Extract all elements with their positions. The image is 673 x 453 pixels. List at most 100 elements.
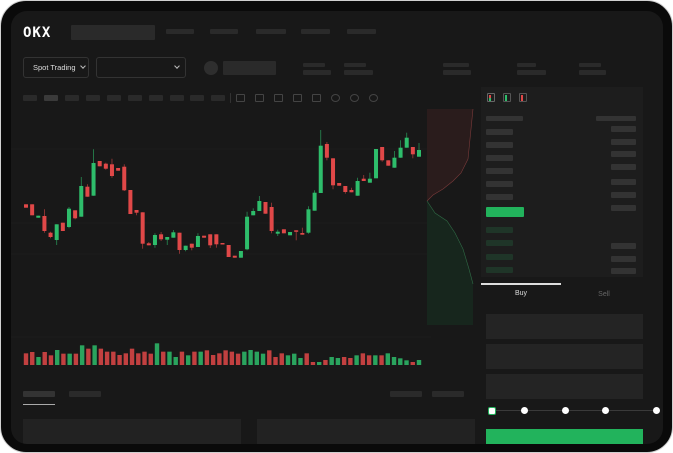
volume-bar (123, 353, 129, 365)
timeframe-button[interactable] (23, 95, 37, 101)
volume-bar (92, 345, 97, 365)
candle-body (24, 204, 28, 208)
volume-bar (117, 355, 122, 365)
bid-price[interactable] (486, 227, 513, 233)
candle-body (134, 210, 139, 213)
timeframe-button[interactable] (170, 95, 184, 101)
ask-price[interactable] (486, 155, 513, 161)
slider-stop-75[interactable] (602, 407, 609, 414)
fullscreen-icon[interactable] (293, 94, 302, 102)
bid-price[interactable] (486, 240, 513, 246)
ask-size (611, 139, 636, 145)
volume-bar (416, 360, 422, 365)
orderbook-both-icon[interactable] (487, 93, 495, 102)
candlestick-chart[interactable] (11, 106, 431, 396)
draw-icon[interactable] (331, 94, 340, 102)
timeframe-button[interactable] (65, 95, 79, 101)
indicator-icon[interactable] (236, 94, 245, 102)
orderbook-bids-icon[interactable] (503, 93, 511, 102)
candle-body (367, 178, 372, 183)
nav-item[interactable] (256, 29, 286, 34)
candle-body (183, 245, 188, 250)
draw-icon[interactable] (255, 94, 264, 102)
candle-body (337, 183, 342, 186)
slider-handle[interactable] (488, 407, 496, 415)
candle-body (54, 224, 59, 240)
timeframe-button[interactable] (128, 95, 142, 101)
orderbook-header (596, 116, 636, 121)
bid-price[interactable] (486, 267, 513, 273)
order-book (481, 87, 643, 277)
total-input[interactable] (486, 374, 643, 399)
filter-placeholder[interactable] (390, 391, 422, 397)
volume-bar (254, 351, 260, 365)
buy-button[interactable] (486, 429, 643, 444)
candle-body (380, 147, 385, 161)
tab-buy[interactable]: Buy (514, 290, 528, 297)
nav-item[interactable] (301, 29, 330, 34)
candle-body (410, 147, 415, 155)
volume-bar (304, 353, 309, 365)
candle-body (116, 168, 121, 171)
volume-bar (242, 351, 247, 365)
candle-body (300, 233, 305, 235)
orderbook-asks-icon[interactable] (519, 93, 527, 102)
pair-select[interactable] (96, 57, 186, 78)
ticker-stat-value (344, 70, 373, 75)
ask-price[interactable] (486, 194, 513, 200)
nav-item[interactable] (347, 29, 376, 34)
volume-bar (185, 355, 191, 365)
slider-stop-50[interactable] (562, 407, 569, 414)
bid-price[interactable] (486, 254, 513, 260)
volume-bar (391, 357, 397, 365)
settings-icon[interactable] (274, 94, 283, 102)
slider-stop-100[interactable] (653, 407, 660, 414)
volume-bar (310, 362, 316, 365)
candle-body (146, 243, 151, 246)
ask-size (611, 126, 636, 132)
tab-sell[interactable]: Sell (598, 291, 610, 298)
volume-bar (36, 357, 41, 365)
amount-input[interactable] (486, 344, 643, 369)
volume-bar (229, 351, 235, 365)
timeframe-button[interactable] (86, 95, 100, 101)
timeframe-button[interactable] (44, 95, 58, 101)
ticker-stat-label (344, 63, 366, 67)
volume-bar (154, 343, 160, 365)
ticker-stat-value (443, 70, 471, 75)
settings-icon[interactable] (350, 94, 359, 102)
price-input[interactable] (486, 314, 643, 339)
spot-trading-dropdown[interactable]: Spot Trading (23, 57, 89, 78)
ask-price[interactable] (486, 181, 513, 187)
slider-stop-25[interactable] (521, 407, 528, 414)
candle-body (122, 166, 127, 191)
indicator-icon[interactable] (312, 94, 321, 102)
candle-body (392, 157, 397, 168)
timeframe-button[interactable] (190, 95, 204, 101)
timeframe-button[interactable] (211, 95, 225, 101)
nav-item[interactable] (210, 29, 238, 34)
last-price (486, 207, 524, 217)
tab-open-orders[interactable] (23, 391, 55, 397)
filter-placeholder[interactable] (432, 391, 464, 397)
candle-body (109, 164, 114, 176)
timeframe-button[interactable] (149, 95, 163, 101)
timeframe-button[interactable] (107, 95, 121, 101)
candle-body (288, 232, 293, 236)
amount-slider[interactable] (488, 407, 660, 415)
fullscreen-icon[interactable] (369, 94, 378, 102)
ask-price[interactable] (486, 168, 513, 174)
tab-order-history[interactable] (69, 391, 101, 397)
candle-body (398, 147, 403, 158)
volume-bar (410, 362, 415, 365)
candle-body (202, 235, 207, 238)
candle-body (152, 235, 157, 245)
nav-item[interactable] (166, 29, 194, 34)
volume-bar (192, 351, 197, 365)
ask-price[interactable] (486, 142, 513, 148)
coin-icon (204, 61, 218, 75)
volume-bar (398, 358, 403, 365)
ask-price[interactable] (486, 129, 513, 135)
candle-body (349, 190, 354, 193)
search-placeholder[interactable] (71, 25, 155, 40)
